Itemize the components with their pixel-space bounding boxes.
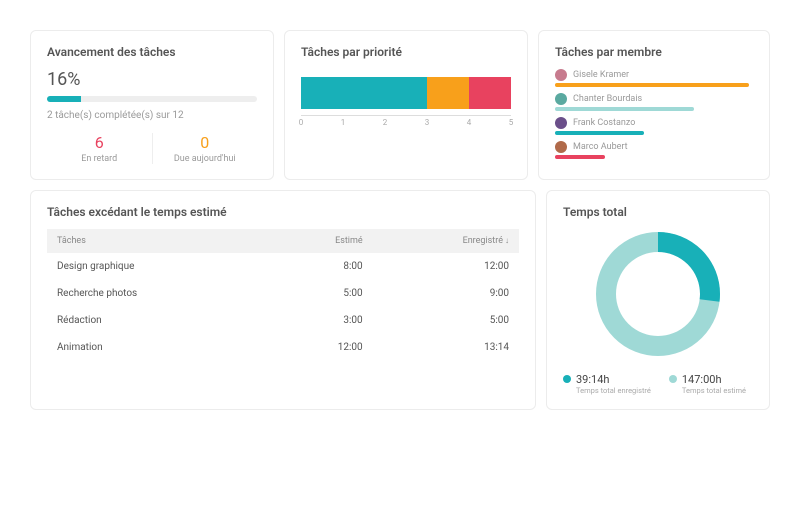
member-name: Chanter Bourdais xyxy=(573,94,642,104)
cell-estimated: 12:00 xyxy=(268,334,373,361)
member-name: Marco Aubert xyxy=(573,142,628,152)
col-logged[interactable]: Enregistré↓ xyxy=(373,229,519,253)
priority-bar xyxy=(301,77,511,109)
col-logged-label: Enregistré xyxy=(463,236,503,246)
table-row[interactable]: Animation12:0013:14 xyxy=(47,334,519,361)
table-row[interactable]: Rédaction3:005:00 xyxy=(47,307,519,334)
avatar xyxy=(555,141,567,153)
progress-bar-fill xyxy=(47,96,81,102)
stat-due-value: 0 xyxy=(153,133,258,152)
card-title: Temps total xyxy=(563,205,753,219)
avatar xyxy=(555,69,567,81)
progress-bar xyxy=(47,96,257,102)
member-row[interactable]: Chanter Bourdais xyxy=(555,93,753,111)
stat-late-label: En retard xyxy=(47,154,152,164)
card-tasks-by-priority: Tâches par priorité 0 1 2 3 4 5 xyxy=(284,30,528,180)
card-task-progress: Avancement des tâches 16% 2 tâche(s) com… xyxy=(30,30,274,180)
card-tasks-by-member: Tâches par membre Gisele Kramer Chanter B… xyxy=(538,30,770,180)
axis-tick: 0 xyxy=(299,118,304,127)
priority-segment xyxy=(427,77,469,109)
avatar xyxy=(555,117,567,129)
legend-estimated-label: Temps total estimé xyxy=(682,386,746,395)
axis-tick: 1 xyxy=(341,118,346,127)
col-estimated[interactable]: Estimé xyxy=(268,229,373,253)
priority-segment xyxy=(301,77,427,109)
table-row[interactable]: Recherche photos5:009:00 xyxy=(47,280,519,307)
axis-tick: 2 xyxy=(383,118,388,127)
member-bar xyxy=(555,155,605,159)
overrun-table: Tâches Estimé Enregistré↓ Design graphiq… xyxy=(47,229,519,361)
progress-subtext: 2 tâche(s) complétée(s) sur 12 xyxy=(47,110,257,121)
progress-percent: 16% xyxy=(47,69,257,90)
dashboard: Avancement des tâches 16% 2 tâche(s) com… xyxy=(30,30,770,410)
dot-icon xyxy=(563,375,571,383)
cell-logged: 13:14 xyxy=(373,334,519,361)
legend-logged-value: 39:14h xyxy=(576,373,651,386)
cell-estimated: 5:00 xyxy=(268,280,373,307)
card-title: Tâches par membre xyxy=(555,45,753,59)
cell-logged: 9:00 xyxy=(373,280,519,307)
card-title: Tâches par priorité xyxy=(301,45,511,59)
sort-indicator-icon: ↓ xyxy=(505,236,509,245)
cell-task: Recherche photos xyxy=(47,280,268,307)
axis-tick: 4 xyxy=(467,118,472,127)
stat-late[interactable]: 6 En retard xyxy=(47,133,152,164)
axis-tick: 3 xyxy=(425,118,430,127)
legend-estimated: 147:00h Temps total estimé xyxy=(669,373,746,395)
cell-estimated: 3:00 xyxy=(268,307,373,334)
col-task[interactable]: Tâches xyxy=(47,229,268,253)
cell-task: Rédaction xyxy=(47,307,268,334)
member-row[interactable]: Marco Aubert xyxy=(555,141,753,159)
axis-tick: 5 xyxy=(509,118,514,127)
card-tasks-over-estimate: Tâches excédant le temps estimé Tâches E… xyxy=(30,190,536,410)
member-row[interactable]: Gisele Kramer xyxy=(555,69,753,87)
priority-segment xyxy=(469,77,511,109)
cell-task: Animation xyxy=(47,334,268,361)
member-bar xyxy=(555,107,694,111)
member-bar xyxy=(555,83,749,87)
stat-due-today[interactable]: 0 Due aujourd'hui xyxy=(152,133,258,164)
priority-axis: 0 1 2 3 4 5 xyxy=(301,115,511,129)
donut-chart xyxy=(593,229,723,359)
cell-logged: 5:00 xyxy=(373,307,519,334)
legend-logged-label: Temps total enregistré xyxy=(576,386,651,395)
card-title: Avancement des tâches xyxy=(47,45,257,59)
cell-estimated: 8:00 xyxy=(268,253,373,280)
legend-logged: 39:14h Temps total enregistré xyxy=(563,373,651,395)
member-row[interactable]: Frank Costanzo xyxy=(555,117,753,135)
cell-logged: 12:00 xyxy=(373,253,519,280)
dot-icon xyxy=(669,375,677,383)
card-title: Tâches excédant le temps estimé xyxy=(47,205,519,219)
stat-due-label: Due aujourd'hui xyxy=(153,154,258,164)
stat-late-value: 6 xyxy=(47,133,152,152)
table-row[interactable]: Design graphique8:0012:00 xyxy=(47,253,519,280)
legend-estimated-value: 147:00h xyxy=(682,373,746,386)
cell-task: Design graphique xyxy=(47,253,268,280)
member-name: Gisele Kramer xyxy=(573,70,629,80)
avatar xyxy=(555,93,567,105)
card-total-time: Temps total 39:14h Temps total enregistr… xyxy=(546,190,770,410)
member-name: Frank Costanzo xyxy=(573,118,635,128)
member-bar xyxy=(555,131,644,135)
